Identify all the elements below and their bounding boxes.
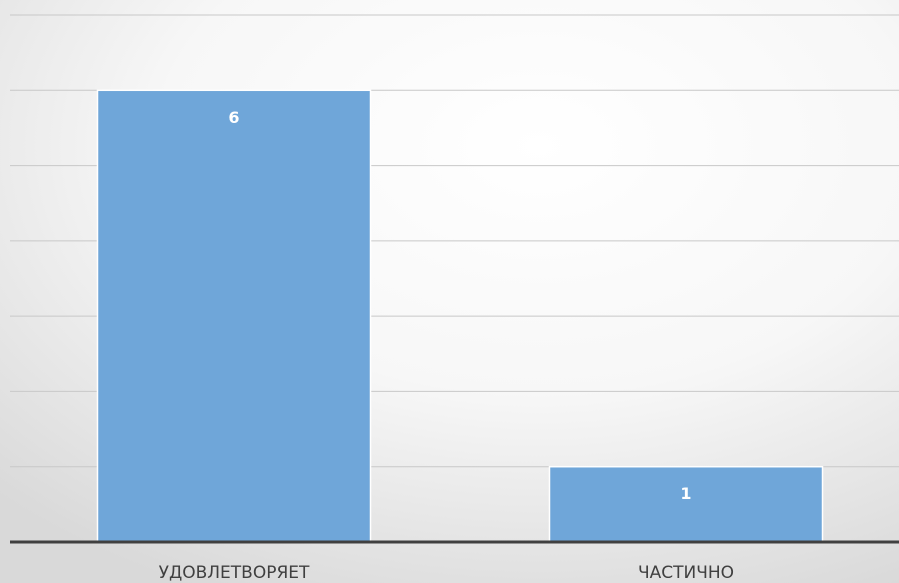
data-label: 6 (228, 108, 239, 127)
bar (96, 89, 372, 543)
x-tick-label: УДОВЛЕТВОРЯЕТ (159, 563, 310, 583)
bar (548, 465, 824, 543)
data-label: 1 (680, 484, 691, 503)
x-tick-label: ЧАСТИЧНО (638, 563, 734, 583)
